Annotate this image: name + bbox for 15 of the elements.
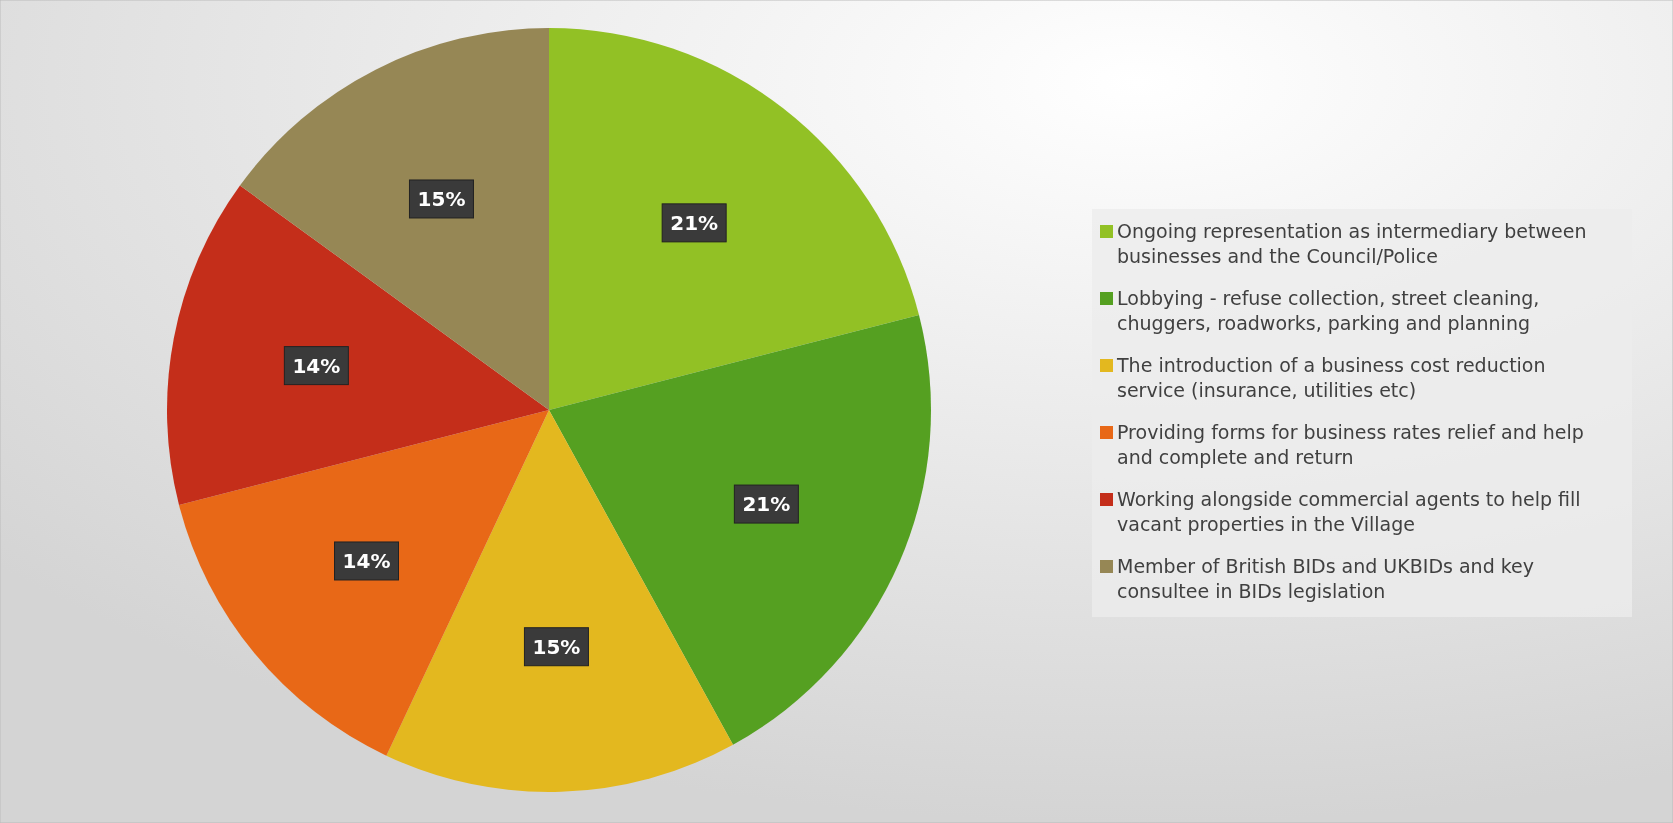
data-label: 14% bbox=[292, 353, 341, 378]
legend-label: Ongoing representation as intermediary between businesses and the Council/Police bbox=[1117, 220, 1587, 267]
data-label: 21% bbox=[742, 492, 791, 517]
legend-label: Member of British BIDs and UKBIDs and key consultee in BIDs legislation bbox=[1117, 555, 1534, 602]
legend-label: The introduction of a business cost reduction service (insurance, utilities etc) bbox=[1116, 354, 1546, 401]
data-label: 14% bbox=[342, 548, 391, 573]
pie-slice bbox=[167, 185, 549, 505]
data-label: 15% bbox=[417, 186, 466, 211]
legend-label: Providing forms for business rates relief and help and complete and return bbox=[1117, 421, 1584, 468]
pie-slice bbox=[549, 28, 919, 410]
legend-label: Working alongside commercial agents to help fill vacant properties in the Village bbox=[1117, 488, 1581, 535]
pie-slice bbox=[239, 28, 549, 410]
data-label: 21% bbox=[670, 210, 719, 235]
data-label: 15% bbox=[532, 634, 581, 659]
legend-label: Lobbying - refuse collection, street cleaning, chuggers, roadworks, parking and planning bbox=[1117, 287, 1540, 334]
